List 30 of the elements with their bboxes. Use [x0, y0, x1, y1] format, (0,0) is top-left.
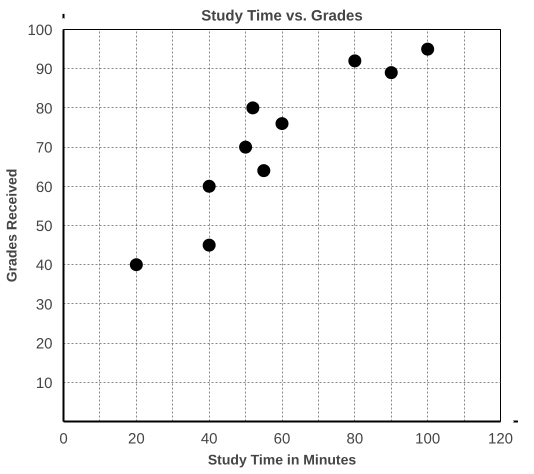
x-axis-title: Study Time in Minutes — [208, 452, 356, 468]
y-tick-label: 20 — [36, 336, 53, 353]
x-tick-label: 120 — [488, 430, 514, 448]
y-tick-label: 60 — [36, 178, 53, 196]
point — [421, 42, 434, 56]
point — [202, 238, 216, 252]
chart-title: Study Time vs. Grades — [201, 8, 363, 24]
x-tick-label: 0 — [59, 430, 68, 448]
y-tick-label: 100 — [27, 22, 53, 39]
y-tick-label: 80 — [36, 100, 53, 118]
x-tick-label: 40 — [200, 430, 218, 448]
y-tick-label: 50 — [36, 218, 53, 235]
point — [239, 140, 252, 154]
point — [246, 101, 260, 114]
point — [202, 180, 216, 193]
point — [348, 54, 362, 68]
x-tick-label: 80 — [346, 430, 364, 448]
point — [130, 258, 143, 272]
x-tick-label: 100 — [415, 430, 440, 448]
y-tick-label: 10 — [36, 374, 53, 392]
point — [257, 164, 270, 178]
x-tick-label: 60 — [274, 430, 290, 448]
y-tick-label: 90 — [36, 61, 53, 78]
x-tick-label: 20 — [128, 430, 145, 448]
y-tick-label: 40 — [36, 257, 53, 274]
point — [276, 117, 288, 130]
y-axis-title: Grades Received — [3, 168, 20, 282]
point — [384, 66, 398, 80]
y-tick-label: 70 — [36, 140, 53, 157]
y-tick-label: 30 — [36, 296, 53, 314]
